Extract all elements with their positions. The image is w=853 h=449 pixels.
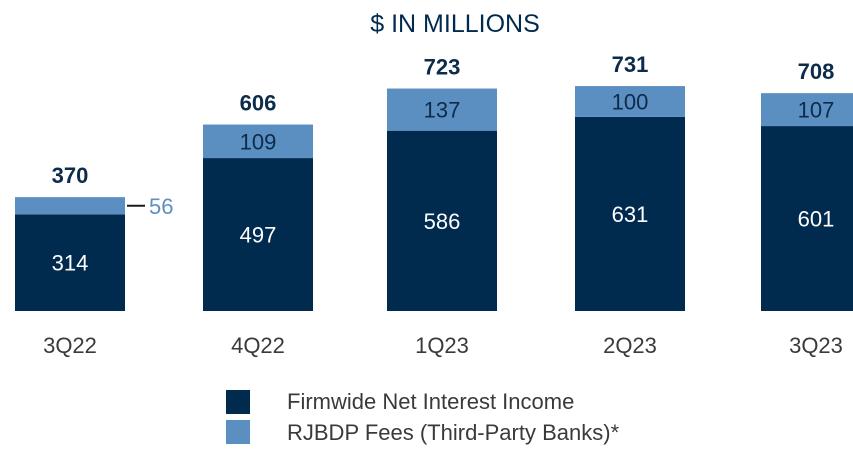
label-rjbdp-3Q22: 56 xyxy=(149,194,173,219)
bar-rjbdp-1Q23 xyxy=(387,88,497,131)
tick-2Q23: 2Q23 xyxy=(603,333,657,358)
legend: Firmwide Net Interest Income RJBDP Fees … xyxy=(226,389,620,445)
label-nii-2Q23: 631 xyxy=(612,202,649,227)
bar-nii-3Q22 xyxy=(15,214,125,311)
label-nii-4Q22: 497 xyxy=(240,223,277,248)
label-nii-1Q23: 586 xyxy=(424,209,461,234)
bar-nii-4Q22 xyxy=(203,158,313,311)
tick-3Q23: 3Q23 xyxy=(789,333,843,358)
total-3Q22: 370 xyxy=(52,163,89,188)
legend-label-rjbdp: RJBDP Fees (Third-Party Banks)* xyxy=(287,420,620,445)
label-rjbdp-2Q23: 100 xyxy=(612,89,649,114)
labels-group: 314 56 370 497 109 606 586 137 723 631 100 731 601 10… xyxy=(52,52,835,276)
tick-1Q23: 1Q23 xyxy=(415,333,469,358)
bar-rjbdp-2Q23 xyxy=(575,86,685,117)
label-rjbdp-4Q22: 109 xyxy=(240,129,277,154)
label-rjbdp-3Q23: 107 xyxy=(798,98,835,123)
legend-swatch-rjbdp xyxy=(226,420,250,444)
chart-title: $ IN MILLIONS xyxy=(370,10,540,38)
total-1Q23: 723 xyxy=(424,55,461,80)
tick-3Q22: 3Q22 xyxy=(43,333,97,358)
bar-rjbdp-3Q23 xyxy=(761,93,853,127)
label-nii-3Q22: 314 xyxy=(52,251,89,276)
legend-label-nii: Firmwide Net Interest Income xyxy=(287,389,574,414)
bar-nii-3Q23 xyxy=(761,126,853,312)
x-axis-ticks: 3Q22 4Q22 1Q23 2Q23 3Q23 xyxy=(43,333,843,358)
bars-group xyxy=(15,86,853,312)
bar-nii-1Q23 xyxy=(387,130,497,311)
bar-rjbdp-4Q22 xyxy=(203,124,313,159)
bar-rjbdp-3Q22 xyxy=(15,197,125,215)
tick-4Q22: 4Q22 xyxy=(231,333,285,358)
total-3Q23: 708 xyxy=(798,59,835,84)
label-nii-3Q23: 601 xyxy=(798,207,835,232)
total-2Q23: 731 xyxy=(612,52,649,77)
total-4Q22: 606 xyxy=(240,91,277,116)
bar-nii-2Q23 xyxy=(575,116,685,311)
legend-swatch-nii xyxy=(226,390,250,414)
label-rjbdp-1Q23: 137 xyxy=(424,98,461,123)
